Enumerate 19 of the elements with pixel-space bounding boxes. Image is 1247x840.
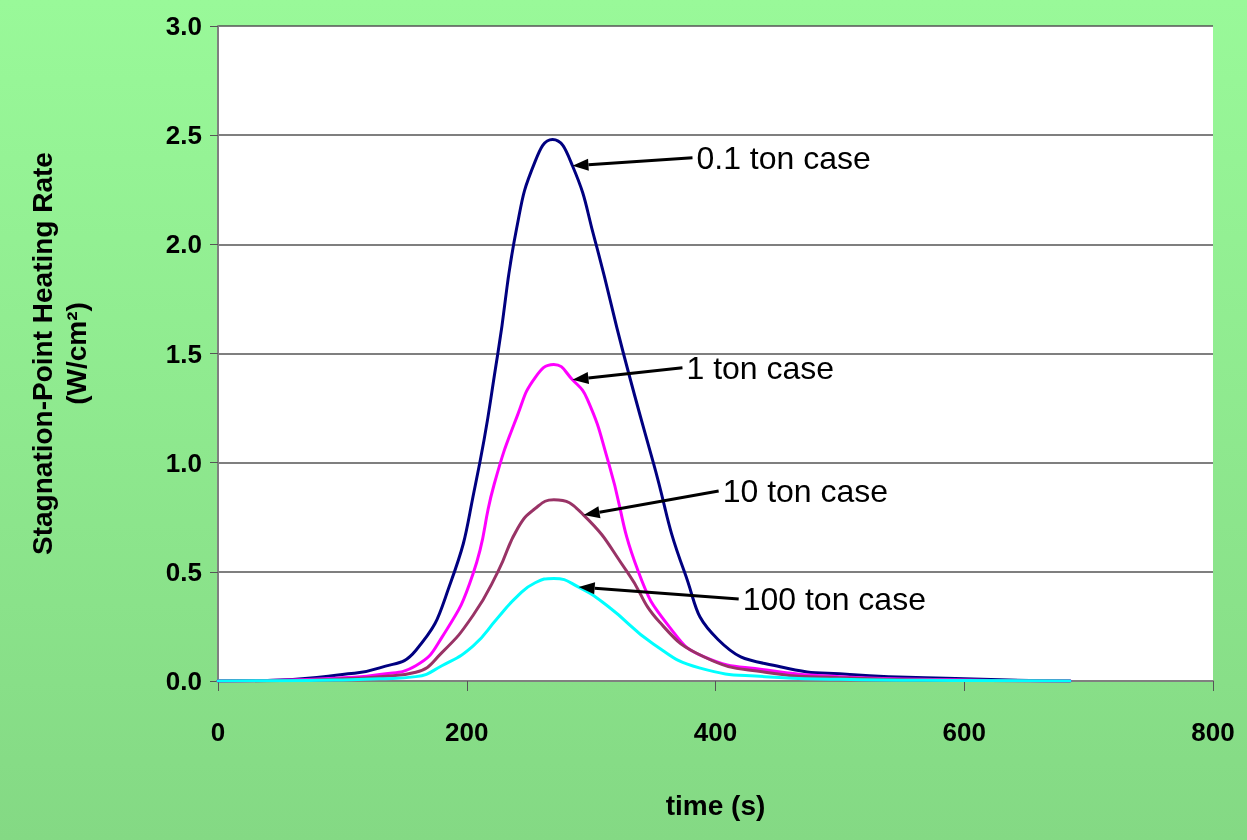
x-tick-label: 800	[1191, 717, 1235, 747]
x-tick-label: 600	[942, 717, 986, 747]
y-tick-label: 3.0	[165, 11, 202, 41]
y-axis-title: Stagnation-Point Heating Rate (W/cm²)	[26, 152, 92, 555]
y-tick-label: 2.0	[165, 229, 202, 260]
annotation: 100 ton case	[742, 581, 926, 618]
x-tick-label: 200	[445, 717, 489, 747]
annotation: 10 ton case	[722, 473, 889, 510]
y-tick-label: 0.5	[165, 556, 202, 587]
x-axis-title: time (s)	[665, 789, 766, 821]
annotation: 1 ton case	[686, 349, 835, 386]
x-tick-label: 400	[693, 717, 738, 747]
y-tick-label: 0.0	[165, 666, 202, 696]
y-tick-label: 2.5	[165, 120, 202, 151]
y-tick-label: 1.0	[165, 447, 202, 478]
annotation: 0.1 ton case	[696, 139, 871, 176]
y-tick-label: 1.5	[165, 338, 202, 369]
line-series	[216, 576, 1072, 683]
x-tick-label: 0	[210, 717, 226, 747]
